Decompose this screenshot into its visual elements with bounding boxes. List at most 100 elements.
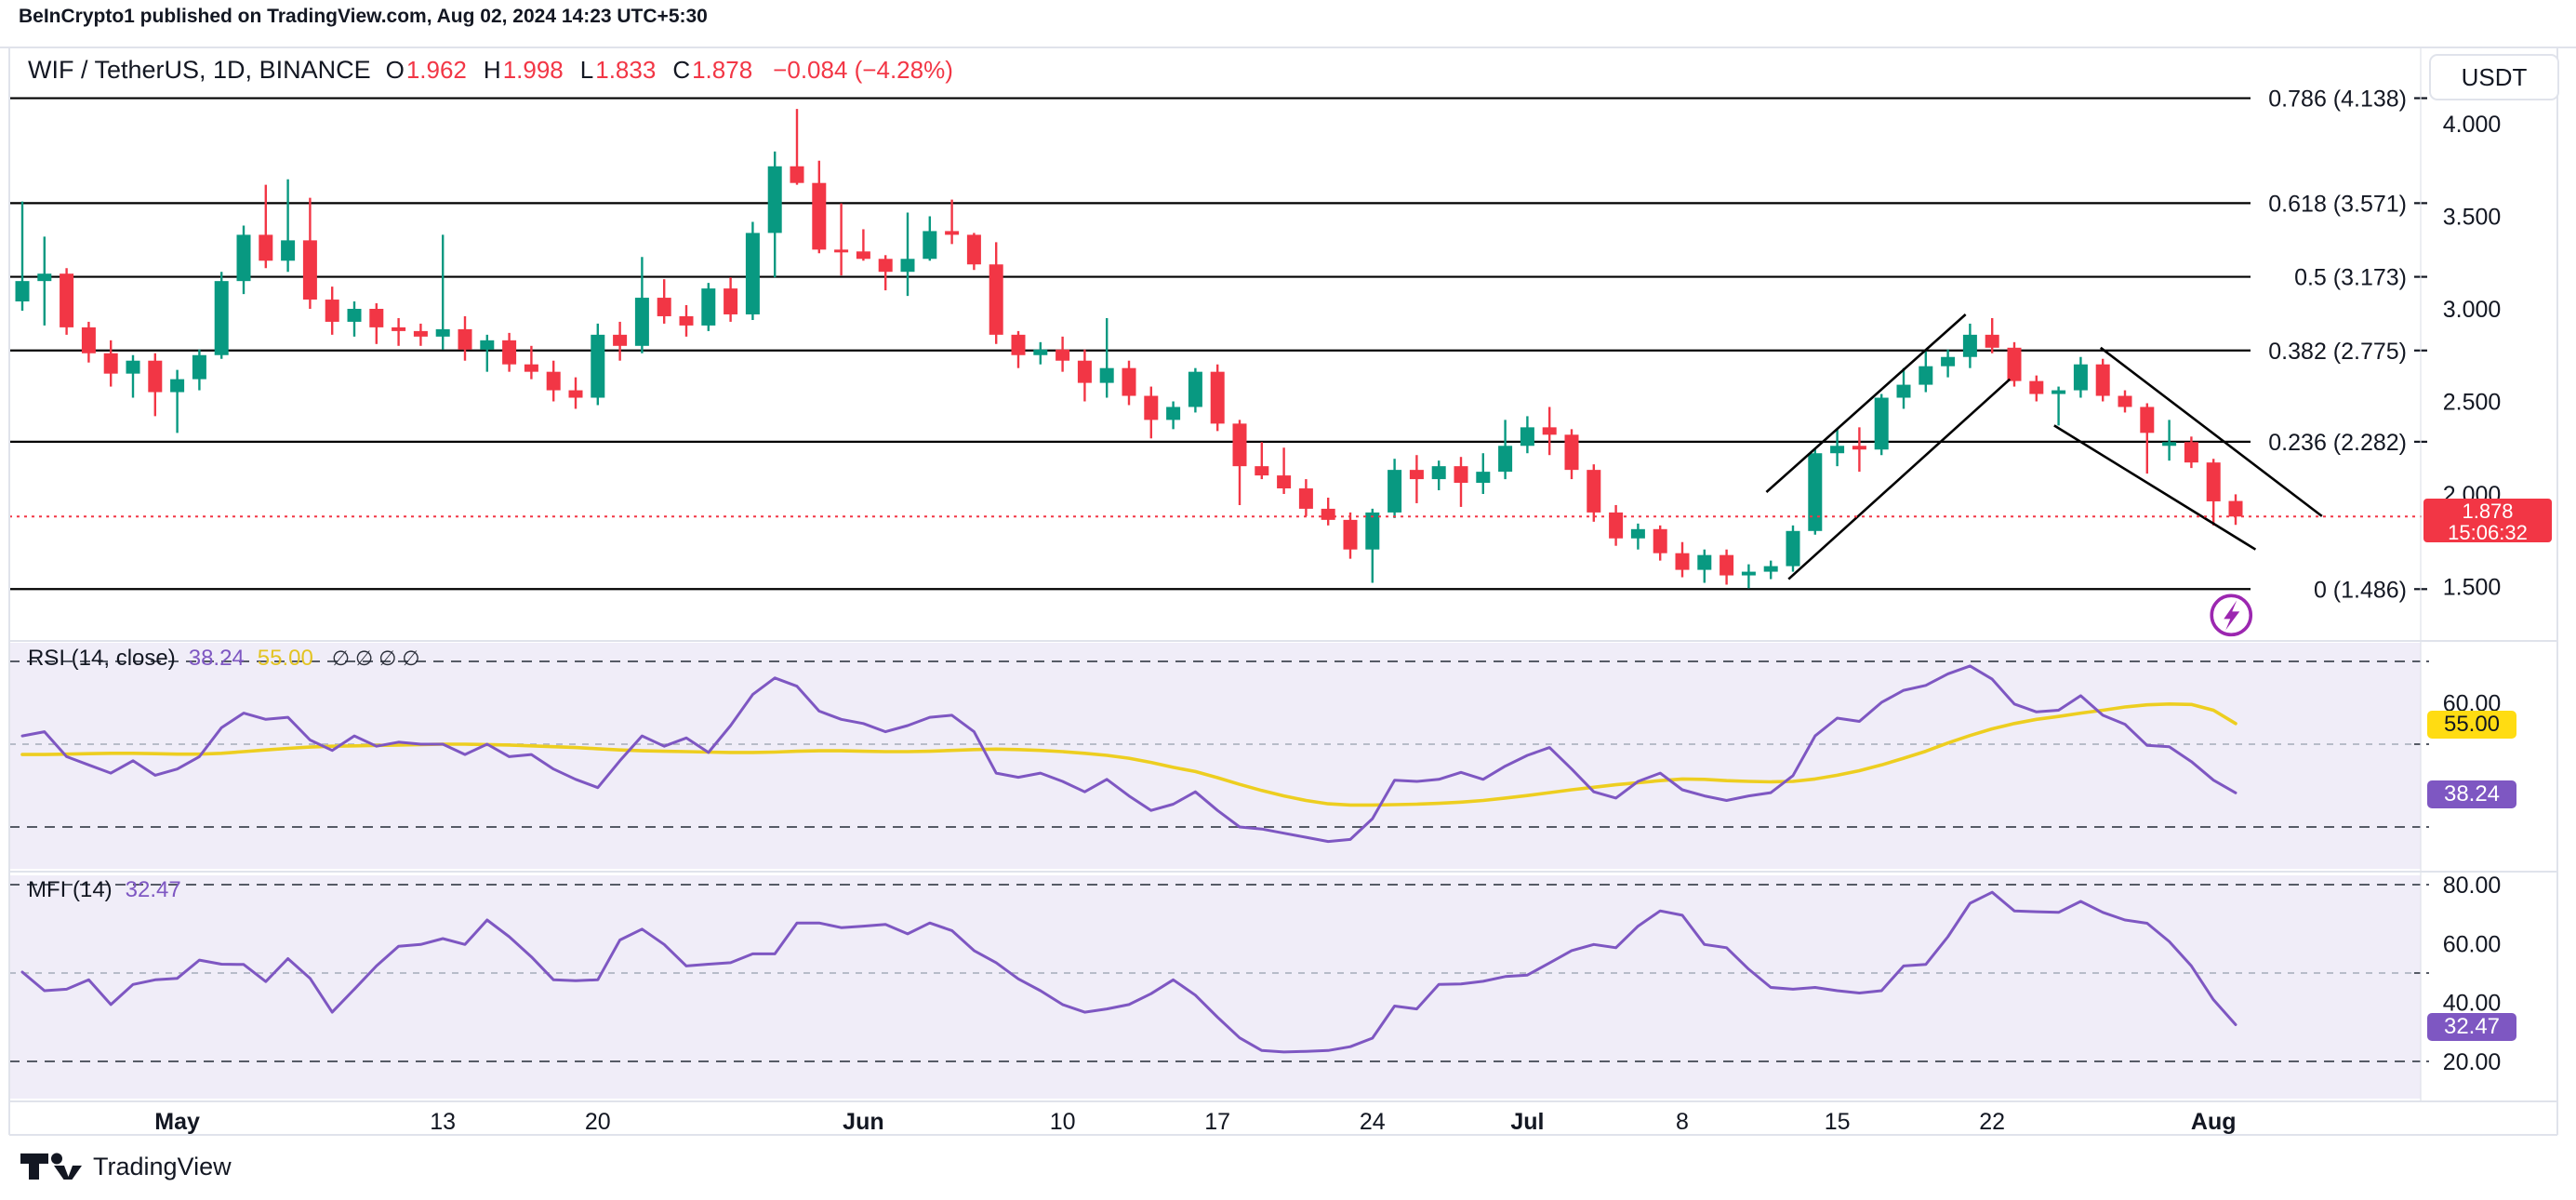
candle-body [281,240,296,261]
candle-body [81,327,96,353]
candle-body [745,233,760,314]
candle-body [1564,434,1579,471]
candle-body [812,182,827,250]
candle-body [1808,453,1823,531]
fib-level-label: 0 (1.486) [2314,577,2407,603]
candle-body [1077,360,1092,383]
candle-body [1498,446,1513,473]
candle-body [1852,446,1866,450]
mfi-pane-background [9,875,2421,1099]
last-price-badge: 1.878 15:06:32 [2423,499,2552,543]
time-axis-label[interactable]: 22 [1979,1109,2005,1135]
empty-set-icon[interactable]: ∅ [355,647,374,670]
time-axis-label[interactable]: 13 [430,1109,456,1135]
candle-body [325,300,339,322]
candle-body [1431,466,1446,480]
candle-body [613,334,628,346]
candle-body [236,234,251,282]
tradingview-brand-text[interactable]: TradingView [93,1152,232,1180]
rsi-value: 38.24 [188,646,245,671]
rsi-header[interactable]: RSI (14, close) 38.24 55.00 ∅ ∅ ∅ ∅ [28,646,420,672]
candle-body [2052,390,2066,394]
candle-body [1454,466,1468,484]
time-axis-label[interactable]: 8 [1676,1109,1689,1135]
falling-channel-upper[interactable] [2100,346,2323,517]
candle-body [369,309,384,327]
mfi-header[interactable]: MFI (14) 32.47 [28,877,181,903]
candle-body [1919,366,1933,385]
candle-body [1388,470,1402,513]
candle-body [1298,488,1313,509]
candle-body [103,353,118,374]
price-axis-label[interactable]: 3.500 [2443,205,2502,231]
empty-set-icon[interactable]: ∅ [402,647,420,670]
price-axis-label[interactable]: 3.000 [2443,297,2502,323]
candle-body [1232,423,1247,467]
symbol-header: WIF / TetherUS, 1D, BINANCE O 1.962 H 1.998… [28,56,953,85]
candle-body [435,328,450,337]
time-axis-label[interactable]: Jul [1510,1109,1544,1135]
candle-body [1255,466,1269,476]
tradingview-logo-icon[interactable] [19,1150,84,1183]
time-axis-label[interactable]: 24 [1360,1109,1386,1135]
rsi-empty-slots: ∅ ∅ ∅ ∅ [326,646,420,672]
candle-body [1188,371,1202,407]
mfi-value: 32.47 [125,877,181,902]
candle-body [1675,553,1690,570]
rsi-title: RSI (14, close) [28,646,176,671]
attribution-text: BeInCrypto1 published on TradingView.com… [19,6,708,27]
rsi-ma-line [20,701,2237,807]
mfi-title: MFI (14) [28,877,113,902]
candle-body [1941,356,1956,367]
candle-body [148,360,163,393]
candle-body [524,364,538,372]
candle-body [1763,566,1778,572]
candle-body [1587,470,1601,513]
currency-toggle-button[interactable]: USDT [2429,54,2559,100]
ohlc-item: O 1.962 [385,56,467,84]
time-axis-label[interactable]: 17 [1204,1109,1230,1135]
time-axis-label[interactable]: Aug [2191,1109,2237,1135]
lightning-bolt-glyph [2224,600,2240,631]
candle-body [1697,554,1712,570]
rising-channel-lower[interactable] [1787,378,2012,580]
candle-body [856,251,870,260]
candle-body [170,379,185,393]
candle-body [701,288,716,326]
candle-body [1099,367,1114,383]
falling-channel-lower[interactable] [2053,424,2257,551]
time-axis-label[interactable]: Jun [843,1109,883,1135]
mfi-axis-label[interactable]: 20.00 [2443,1049,2502,1075]
time-axis-label[interactable]: May [154,1109,200,1135]
mfi-axis-label[interactable]: 60.00 [2443,931,2502,957]
price-axis-label[interactable]: 1.500 [2443,575,2502,601]
fib-level-label: 0.236 (2.282) [2268,430,2407,456]
symbol-title[interactable]: WIF / TetherUS, 1D, BINANCE [28,56,371,84]
mfi-axis-label[interactable]: 40.00 [2443,991,2502,1017]
time-axis-label[interactable]: 10 [1050,1109,1076,1135]
ohlc-item: L 1.833 [579,56,657,84]
candle-body [591,334,605,398]
candle-body [214,281,229,355]
candle-body [900,259,915,273]
candle-body [1630,528,1645,539]
time-axis-label[interactable]: 20 [585,1109,611,1135]
price-axis-label[interactable]: 4.000 [2443,112,2502,138]
candle-body [1741,571,1756,576]
candle-body [724,288,738,314]
candle-body [634,298,649,346]
rising-channel-upper[interactable] [1765,313,1967,493]
candle-body [192,354,206,380]
candle-body [1609,512,1624,539]
candle-body [1321,508,1335,520]
mfi-axis-label[interactable]: 80.00 [2443,873,2502,899]
candle-body [2162,442,2177,447]
empty-set-icon[interactable]: ∅ [331,647,351,670]
candle-body [546,371,561,391]
time-axis-label[interactable]: 15 [1825,1109,1851,1135]
candle-body [1896,384,1911,398]
candle-body [15,281,30,302]
empty-set-icon[interactable]: ∅ [378,647,397,670]
price-axis-label[interactable]: 2.500 [2443,390,2502,416]
